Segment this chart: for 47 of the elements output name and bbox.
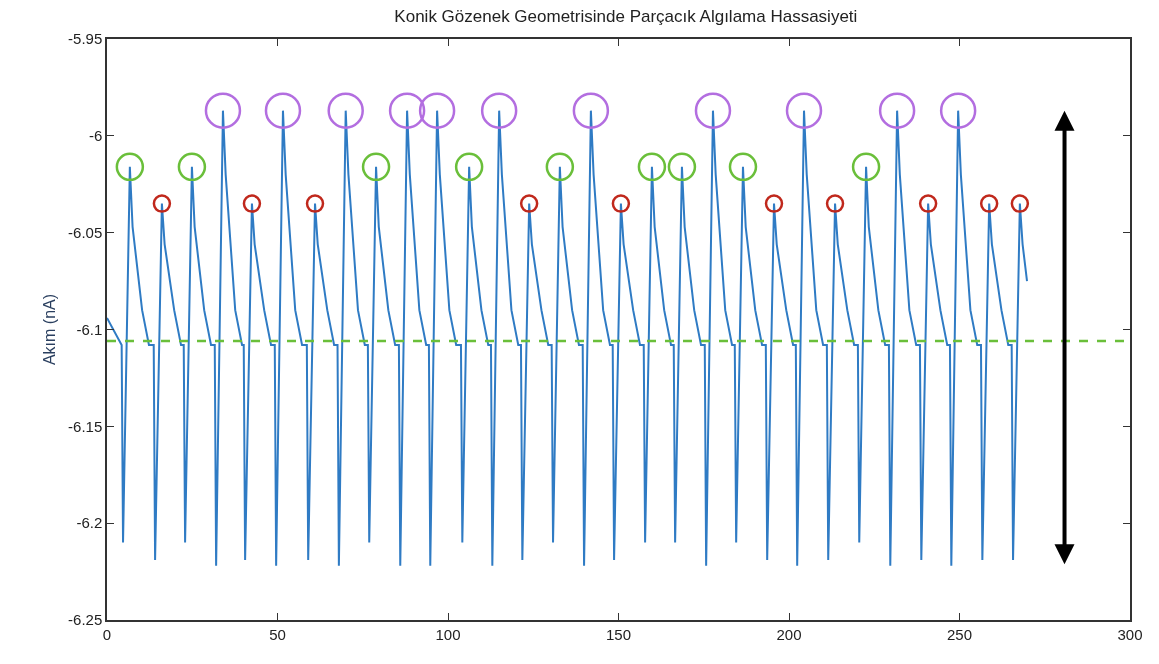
point xyxy=(785,92,823,129)
y-tick-label: -6.15 xyxy=(68,417,103,435)
point xyxy=(152,194,172,213)
y-axis-title: Akım (nA) xyxy=(41,293,59,366)
y-tick-label: -5.95 xyxy=(68,30,103,48)
point xyxy=(519,194,539,213)
point xyxy=(418,92,456,129)
point xyxy=(305,194,325,213)
point xyxy=(361,152,391,182)
point xyxy=(264,92,302,129)
point xyxy=(115,152,145,182)
point xyxy=(939,92,977,129)
point xyxy=(204,92,242,129)
x-tick-label: 200 xyxy=(776,625,802,643)
y-tick-label: -6.05 xyxy=(68,223,103,241)
y-tick-label: -6.25 xyxy=(68,611,103,629)
point xyxy=(979,194,999,213)
point xyxy=(388,92,426,129)
point xyxy=(851,152,881,182)
line-series xyxy=(107,109,1029,567)
point xyxy=(572,92,610,129)
x-tick-label: 150 xyxy=(605,625,632,643)
point xyxy=(545,152,575,182)
point xyxy=(1010,194,1030,213)
point xyxy=(327,92,364,129)
point xyxy=(177,152,207,182)
point xyxy=(878,92,916,129)
x-tick-label: 250 xyxy=(946,625,973,643)
point xyxy=(918,194,938,213)
y-tick-label: -6.2 xyxy=(76,514,103,532)
x-tick-label: 50 xyxy=(269,625,286,643)
point xyxy=(694,92,732,129)
point xyxy=(764,194,784,213)
point xyxy=(611,194,631,213)
x-tick-label: 0 xyxy=(102,625,112,643)
point xyxy=(825,194,845,213)
point xyxy=(242,194,262,213)
chart-title: Konik Gözenek Geometrisinde Parçacık Algılama Hassasiyeti xyxy=(394,6,858,26)
point xyxy=(637,152,667,182)
x-tick-label: 100 xyxy=(435,625,461,643)
point xyxy=(728,152,758,182)
point xyxy=(480,92,518,129)
point xyxy=(667,152,697,182)
y-tick-label: -6 xyxy=(88,127,103,145)
point xyxy=(454,152,484,182)
x-tick-label: 300 xyxy=(1117,625,1143,643)
y-tick-label: -6.1 xyxy=(76,320,103,338)
